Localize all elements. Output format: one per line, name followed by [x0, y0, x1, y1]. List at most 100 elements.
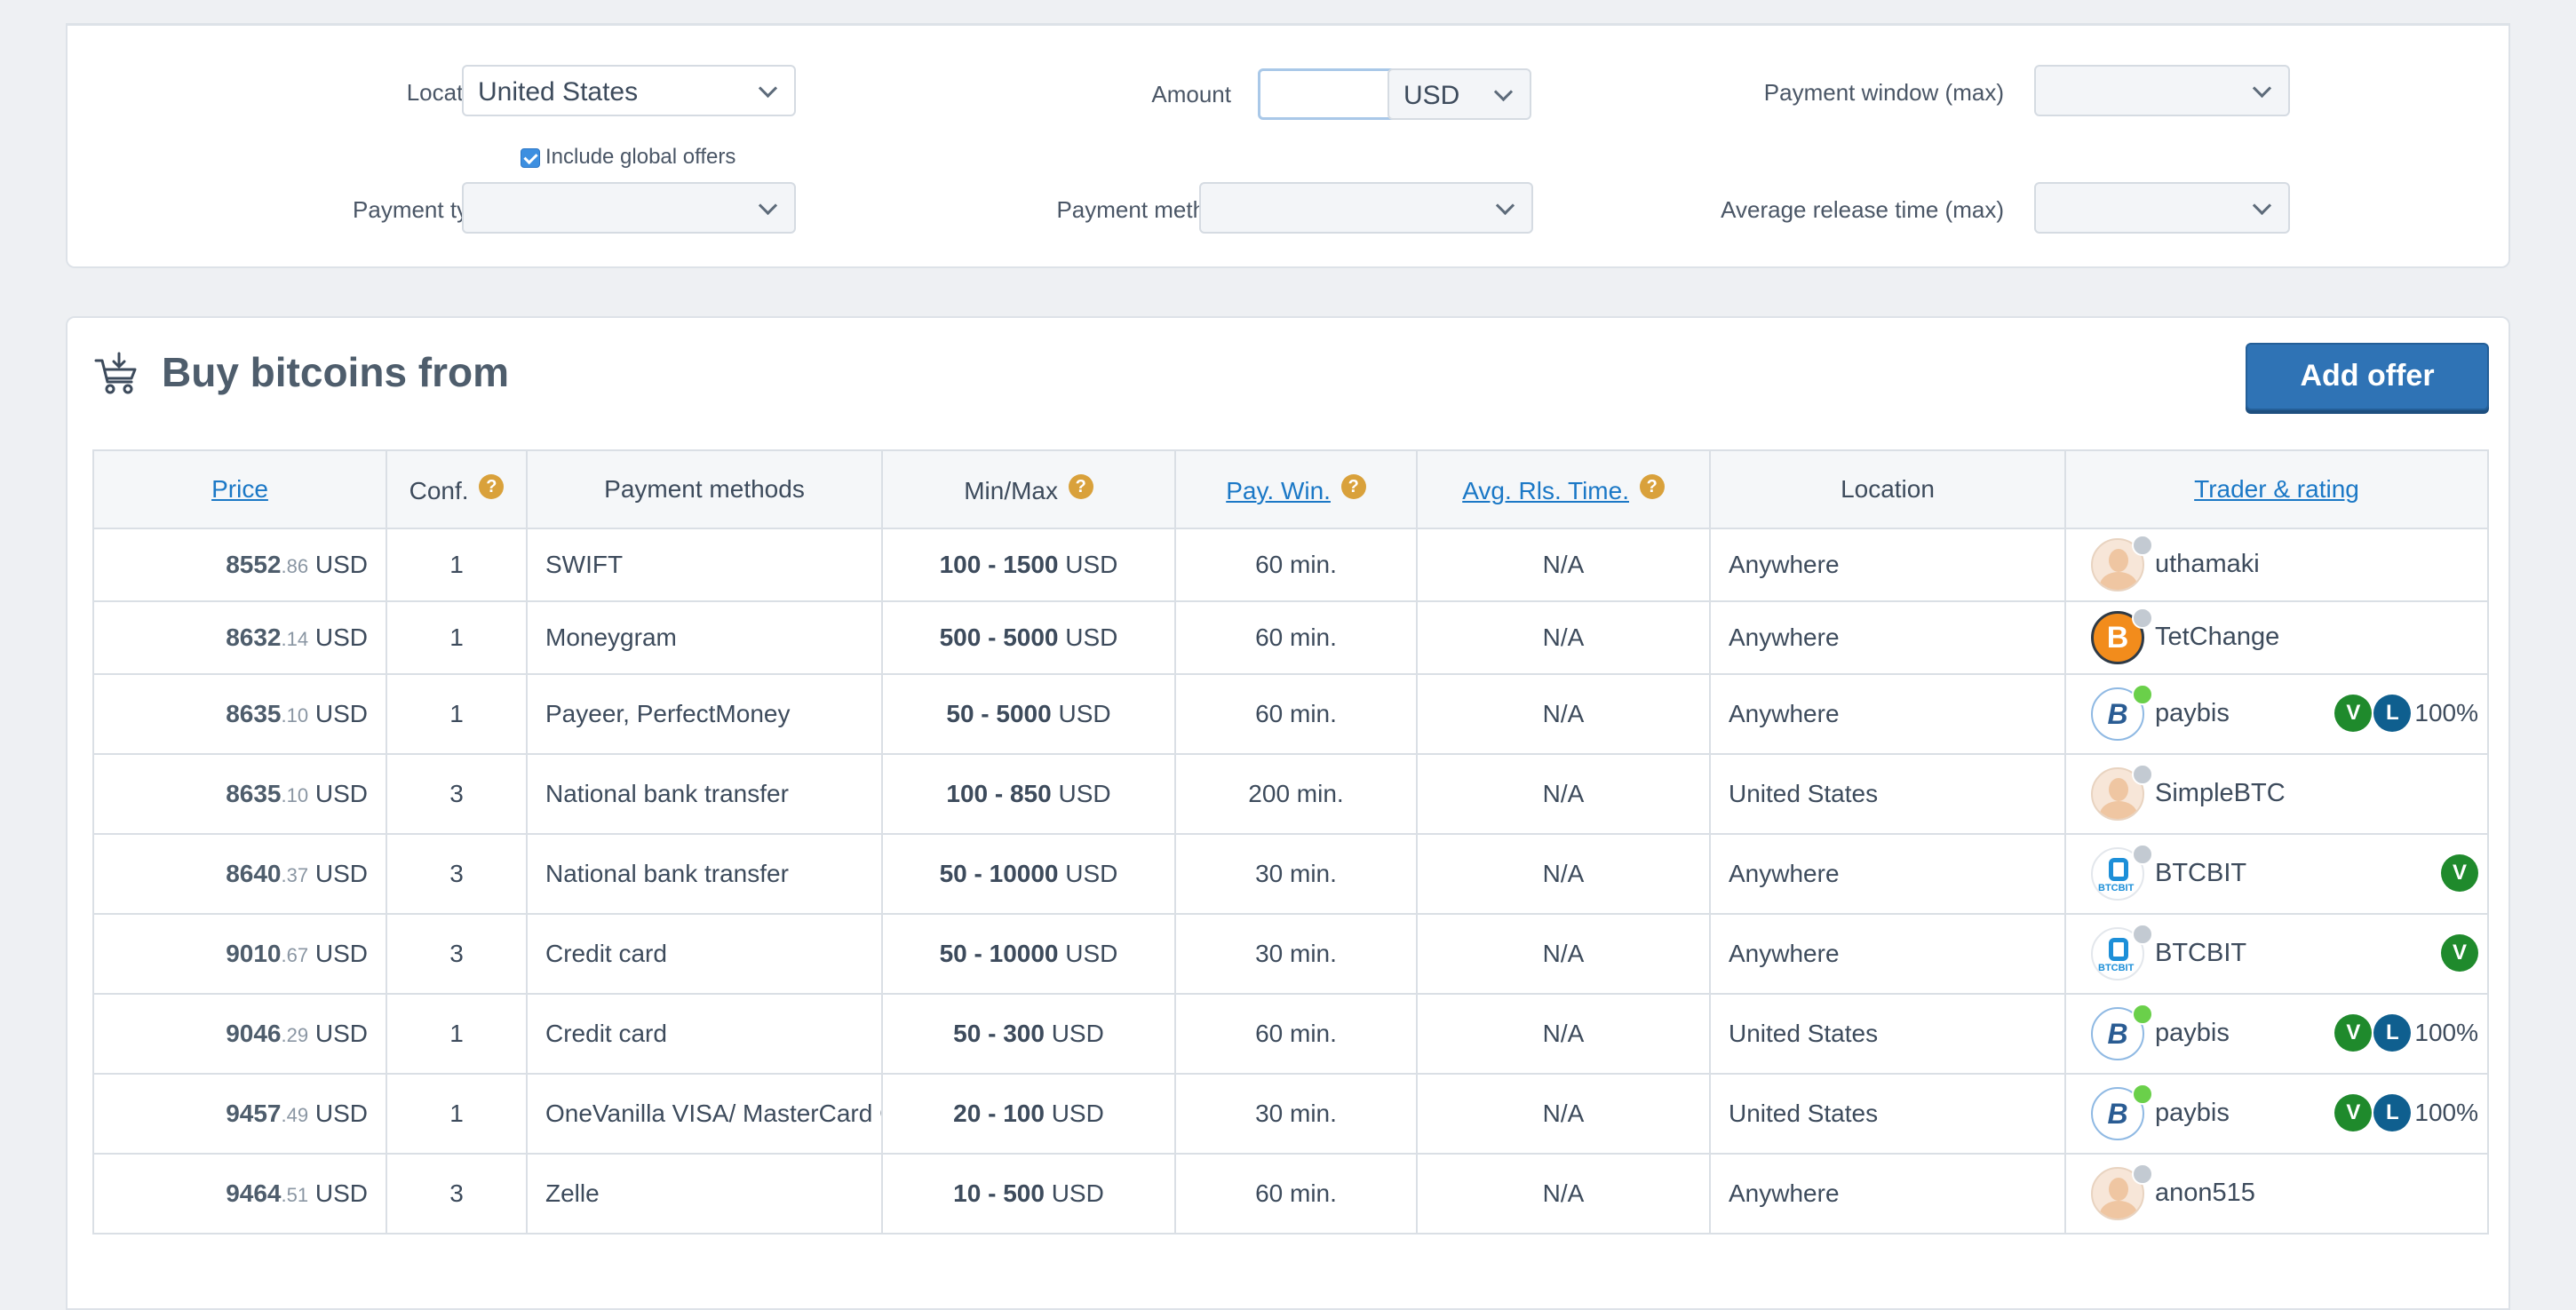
- avg-release-select[interactable]: [2034, 182, 2290, 234]
- minmax-cell: 50 - 10000 USD: [881, 833, 1176, 915]
- pay-win-cell: 60 min.: [1174, 673, 1418, 755]
- pay-win-cell: 200 min.: [1174, 753, 1418, 835]
- col-trader-header[interactable]: Trader & rating: [2064, 449, 2489, 529]
- minmax-currency: USD: [1065, 940, 1118, 967]
- table-row[interactable]: 8632.14 USD 1 Moneygram 500 - 5000 USD 6…: [92, 600, 2489, 675]
- help-icon[interactable]: ?: [479, 473, 505, 499]
- conf-cell: 3: [386, 1153, 528, 1235]
- price-integer: 9457: [226, 1100, 282, 1127]
- sort-trader-link[interactable]: Trader & rating: [2194, 475, 2359, 503]
- table-row[interactable]: 9046.29 USD 1 Credit card 50 - 300 USD 6…: [92, 993, 2489, 1075]
- col-location-header: Location: [1709, 449, 2066, 529]
- trader-cell[interactable]: B paybis V L 100%: [2064, 1073, 2489, 1155]
- trader-name-link[interactable]: SimpleBTC: [2155, 779, 2286, 807]
- trader-name-link[interactable]: uthamaki: [2155, 550, 2260, 578]
- chevron-down-icon: [2252, 78, 2272, 99]
- conf-cell: 1: [386, 673, 528, 755]
- trader-cell[interactable]: BTCBIT BTCBIT V: [2064, 913, 2489, 995]
- sort-avg-rls-link[interactable]: Avg. Rls. Time.: [1462, 476, 1629, 504]
- chevron-down-icon: [1493, 82, 1514, 102]
- sort-pay-win-link[interactable]: Pay. Win.: [1226, 476, 1331, 504]
- user-avatar-icon[interactable]: [2091, 1167, 2144, 1220]
- add-offer-button[interactable]: Add offer: [2246, 343, 2489, 410]
- minmax-cell: 50 - 5000 USD: [881, 673, 1176, 755]
- trader-cell[interactable]: B paybis V L 100%: [2064, 673, 2489, 755]
- price-currency: USD: [314, 780, 368, 807]
- payment-type-select[interactable]: [462, 182, 796, 234]
- table-row[interactable]: 8635.10 USD 1 Payeer, PerfectMoney 50 - …: [92, 673, 2489, 755]
- verified-badge-icon: V: [2441, 934, 2478, 972]
- trader-name-link[interactable]: paybis: [2155, 699, 2230, 727]
- online-status-dot: [2132, 844, 2153, 865]
- price-integer: 8632: [226, 623, 282, 651]
- trader-badges: V L 100%: [2333, 1094, 2478, 1133]
- conf-cell: 1: [386, 993, 528, 1075]
- minmax-currency: USD: [1051, 1020, 1104, 1047]
- payment-method-select[interactable]: [1199, 182, 1533, 234]
- location-select[interactable]: United States: [462, 65, 796, 116]
- payment-method-cell: OneVanilla VISA/ MasterCard G: [526, 1073, 883, 1155]
- online-status-dot: [2132, 535, 2153, 556]
- avg-rls-cell: N/A: [1416, 993, 1711, 1075]
- trader-name-link[interactable]: BTCBIT: [2155, 859, 2247, 887]
- trader-cell[interactable]: SimpleBTC: [2064, 753, 2489, 835]
- col-price-header[interactable]: Price: [92, 449, 387, 529]
- trader-name-link[interactable]: paybis: [2155, 1019, 2230, 1047]
- include-global-checkbox[interactable]: [521, 148, 540, 168]
- help-icon[interactable]: ?: [1639, 473, 1665, 499]
- col-avg-rls-header[interactable]: Avg. Rls. Time. ?: [1416, 449, 1711, 529]
- trader-name-link[interactable]: paybis: [2155, 1099, 2230, 1127]
- trader-cell[interactable]: anon515: [2064, 1153, 2489, 1235]
- price-cell: 8632.14 USD: [92, 600, 387, 675]
- sort-price-link[interactable]: Price: [211, 475, 268, 503]
- table-row[interactable]: 9457.49 USD 1 OneVanilla VISA/ MasterCar…: [92, 1073, 2489, 1155]
- online-status-dot: [2132, 1084, 2153, 1105]
- table-row[interactable]: 8635.10 USD 3 National bank transfer 100…: [92, 753, 2489, 835]
- licensed-badge-icon: L: [2373, 1014, 2412, 1052]
- table-row[interactable]: 9464.51 USD 3 Zelle 10 - 500 USD 60 min.…: [92, 1153, 2489, 1235]
- pay-win-cell: 60 min.: [1174, 600, 1418, 675]
- trader-name-link[interactable]: TetChange: [2155, 623, 2280, 651]
- avg-rls-cell: N/A: [1416, 600, 1711, 675]
- trader-cell[interactable]: BTCBIT BTCBIT V: [2064, 833, 2489, 915]
- price-cell: 8635.10 USD: [92, 753, 387, 835]
- payment-method-cell: SWIFT: [526, 528, 883, 602]
- paybis-logo-icon[interactable]: B: [2091, 1007, 2144, 1060]
- filter-panel: Location United States Include global of…: [66, 23, 2510, 268]
- location-cell: Anywhere: [1709, 600, 2066, 675]
- help-icon[interactable]: ?: [1340, 473, 1366, 499]
- trader-name-link[interactable]: BTCBIT: [2155, 939, 2247, 967]
- payment-method-cell: National bank transfer: [526, 753, 883, 835]
- trader-cell[interactable]: B TetChange: [2064, 600, 2489, 675]
- minmax-header-label: Min/Max: [964, 476, 1058, 504]
- payment-window-select[interactable]: [2034, 65, 2290, 116]
- online-status-dot: [2132, 924, 2153, 945]
- trader-name-link[interactable]: anon515: [2155, 1179, 2255, 1207]
- btcbit-wordmark: BTCBIT: [2098, 963, 2135, 973]
- avg-rls-cell: N/A: [1416, 673, 1711, 755]
- pay-win-cell: 30 min.: [1174, 833, 1418, 915]
- price-currency: USD: [314, 1100, 368, 1127]
- offers-table: Price Conf. ? Payment methods Min/Max ? …: [92, 449, 2489, 1235]
- price-currency: USD: [314, 551, 368, 578]
- table-row[interactable]: 8640.37 USD 3 National bank transfer 50 …: [92, 833, 2489, 915]
- pay-win-cell: 60 min.: [1174, 1153, 1418, 1235]
- minmax-cell: 50 - 300 USD: [881, 993, 1176, 1075]
- btcbit-mark: [2109, 858, 2128, 881]
- minmax-currency: USD: [1051, 1100, 1104, 1127]
- table-row[interactable]: 9010.67 USD 3 Credit card 50 - 10000 USD…: [92, 913, 2489, 995]
- col-pay-win-header[interactable]: Pay. Win. ?: [1174, 449, 1418, 529]
- btcbit-logo-icon[interactable]: BTCBIT: [2091, 927, 2144, 981]
- rating-percent: 100%: [2414, 699, 2478, 726]
- verified-badge-icon: V: [2334, 1094, 2373, 1131]
- table-header-row: Price Conf. ? Payment methods Min/Max ? …: [92, 449, 2489, 529]
- payment-method-label: Payment method: [1056, 196, 1231, 223]
- licensed-badge-icon: L: [2373, 695, 2412, 732]
- trader-cell[interactable]: uthamaki: [2064, 528, 2489, 602]
- trader-badges: V L 100%: [2333, 695, 2478, 734]
- help-icon[interactable]: ?: [1068, 473, 1093, 499]
- table-row[interactable]: 8552.86 USD 1 SWIFT 100 - 1500 USD 60 mi…: [92, 528, 2489, 602]
- currency-select[interactable]: USD: [1387, 68, 1531, 120]
- price-decimals: .51: [281, 1184, 309, 1206]
- trader-cell[interactable]: B paybis V L 100%: [2064, 993, 2489, 1075]
